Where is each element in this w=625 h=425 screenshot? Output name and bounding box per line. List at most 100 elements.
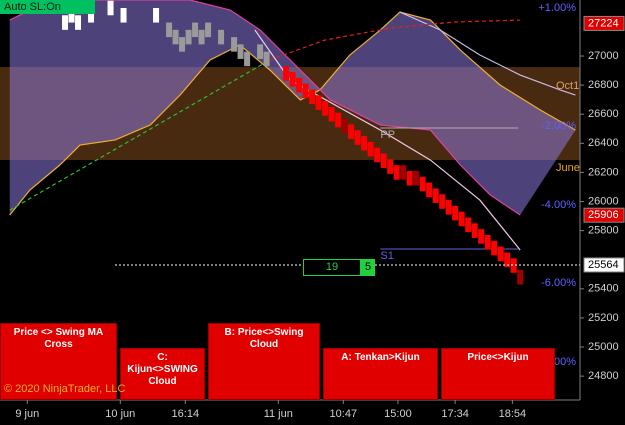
signal-box: A: Tenkan>Kijun (323, 348, 438, 400)
auto-sl-button[interactable]: Auto SL:On (0, 0, 95, 14)
renko-brick (465, 217, 472, 233)
renko-brick (315, 95, 322, 110)
renko-brick (380, 153, 387, 169)
y-tick-label: 25000 (588, 341, 619, 353)
x-tick-label: 9 jun (15, 408, 39, 420)
pct-label: -2.00% (541, 120, 576, 132)
renko-brick (296, 77, 303, 93)
x-tick-label: 18:54 (499, 408, 527, 420)
price-marker-label: 27224 (588, 17, 619, 29)
renko-brick (510, 258, 517, 273)
signal-box: Price <> Swing MA Cross (0, 323, 117, 400)
renko-brick (244, 51, 251, 67)
renko-brick (62, 15, 69, 30)
renko-brick (237, 44, 244, 59)
renko-brick (322, 101, 329, 116)
renko-brick (504, 252, 511, 268)
cloud-fill (9, 0, 576, 216)
renko-brick (348, 124, 355, 139)
x-tick-label: 17:34 (441, 408, 469, 420)
renko-brick (179, 37, 186, 52)
band-label: Oct19 (556, 80, 585, 92)
y-tick-label: 26000 (588, 195, 619, 207)
renko-brick (478, 229, 485, 244)
renko-brick (257, 44, 264, 59)
price-marker (583, 207, 625, 223)
indicator-line (399, 11, 576, 96)
price-marker (583, 257, 625, 273)
renko-brick (198, 29, 205, 45)
level-label: S1 (380, 250, 393, 262)
renko-brick (120, 8, 127, 23)
renko-brick (341, 118, 348, 134)
indicator-line (9, 59, 271, 211)
renko-brick (445, 200, 452, 215)
renko-brick (185, 29, 192, 45)
signal-box: C: Kijun<>SWING Cloud (120, 348, 205, 400)
y-tick-label: 25800 (588, 225, 619, 237)
order-count[interactable]: 5 (361, 259, 375, 276)
renko-brick (484, 234, 491, 250)
renko-brick (68, 8, 75, 23)
price-marker-label: 25564 (588, 259, 619, 271)
renko-brick (283, 66, 290, 81)
price-marker-label: 25906 (588, 209, 619, 221)
pct-label: -4.00% (541, 199, 576, 211)
renko-brick (153, 8, 160, 23)
renko-brick (354, 130, 361, 145)
y-tick-label: 25200 (588, 312, 619, 324)
renko-brick (88, 8, 95, 23)
level-label: PP (380, 129, 395, 141)
renko-brick (497, 246, 504, 262)
x-tick-label: 10:47 (330, 408, 358, 420)
renko-brick (263, 51, 270, 67)
y-tick-label: 26400 (588, 137, 619, 149)
renko-brick (426, 182, 433, 198)
renko-brick (172, 29, 179, 45)
renko-brick (452, 205, 459, 221)
y-tick-label: 26600 (588, 108, 619, 120)
renko-brick (335, 112, 342, 128)
renko-brick (419, 176, 426, 192)
renko-brick (289, 72, 296, 87)
y-tick-label: 24800 (588, 370, 619, 382)
renko-brick (471, 223, 478, 238)
signal-box: B: Price<>Swing Cloud (208, 323, 320, 400)
plot-area: PP S1 Oct19 June F (0, 0, 590, 285)
renko-brick (413, 170, 420, 186)
renko-brick (387, 159, 394, 174)
x-tick-label: 16:14 (172, 408, 200, 420)
renko-brick (374, 147, 381, 163)
renko-brick (218, 29, 225, 45)
renko-brick (361, 136, 368, 151)
renko-brick (166, 22, 173, 38)
renko-brick (367, 141, 374, 157)
renko-brick (107, 0, 114, 16)
order-quantity[interactable]: 19 (303, 259, 361, 276)
y-tick-label: 26800 (588, 79, 619, 91)
y-tick-label: 25400 (588, 283, 619, 295)
band-label: June F (556, 162, 590, 174)
signal-box: Price<>Kijun (441, 348, 555, 400)
x-tick-label: 15:00 (384, 408, 412, 420)
renko-brick (517, 269, 524, 285)
copyright: © 2020 NinjaTrader, LLC (4, 383, 126, 395)
renko-brick (393, 165, 400, 180)
renko-brick (328, 106, 335, 122)
renko-brick (491, 240, 498, 256)
indicator-line (269, 19, 521, 61)
y-tick-label: 26200 (588, 166, 619, 178)
renko-brick (231, 37, 238, 52)
renko-brick (75, 15, 82, 30)
pct-label: +1.00% (538, 2, 576, 14)
renko-brick (458, 211, 465, 227)
indicator-line (9, 0, 521, 216)
y-tick-label: 27000 (588, 50, 619, 62)
renko-brick (400, 165, 407, 180)
pct-label: -6.00% (541, 277, 576, 289)
indicator-line (9, 11, 576, 216)
renko-brick (432, 188, 439, 203)
x-tick-label: 11 jun (264, 408, 293, 420)
